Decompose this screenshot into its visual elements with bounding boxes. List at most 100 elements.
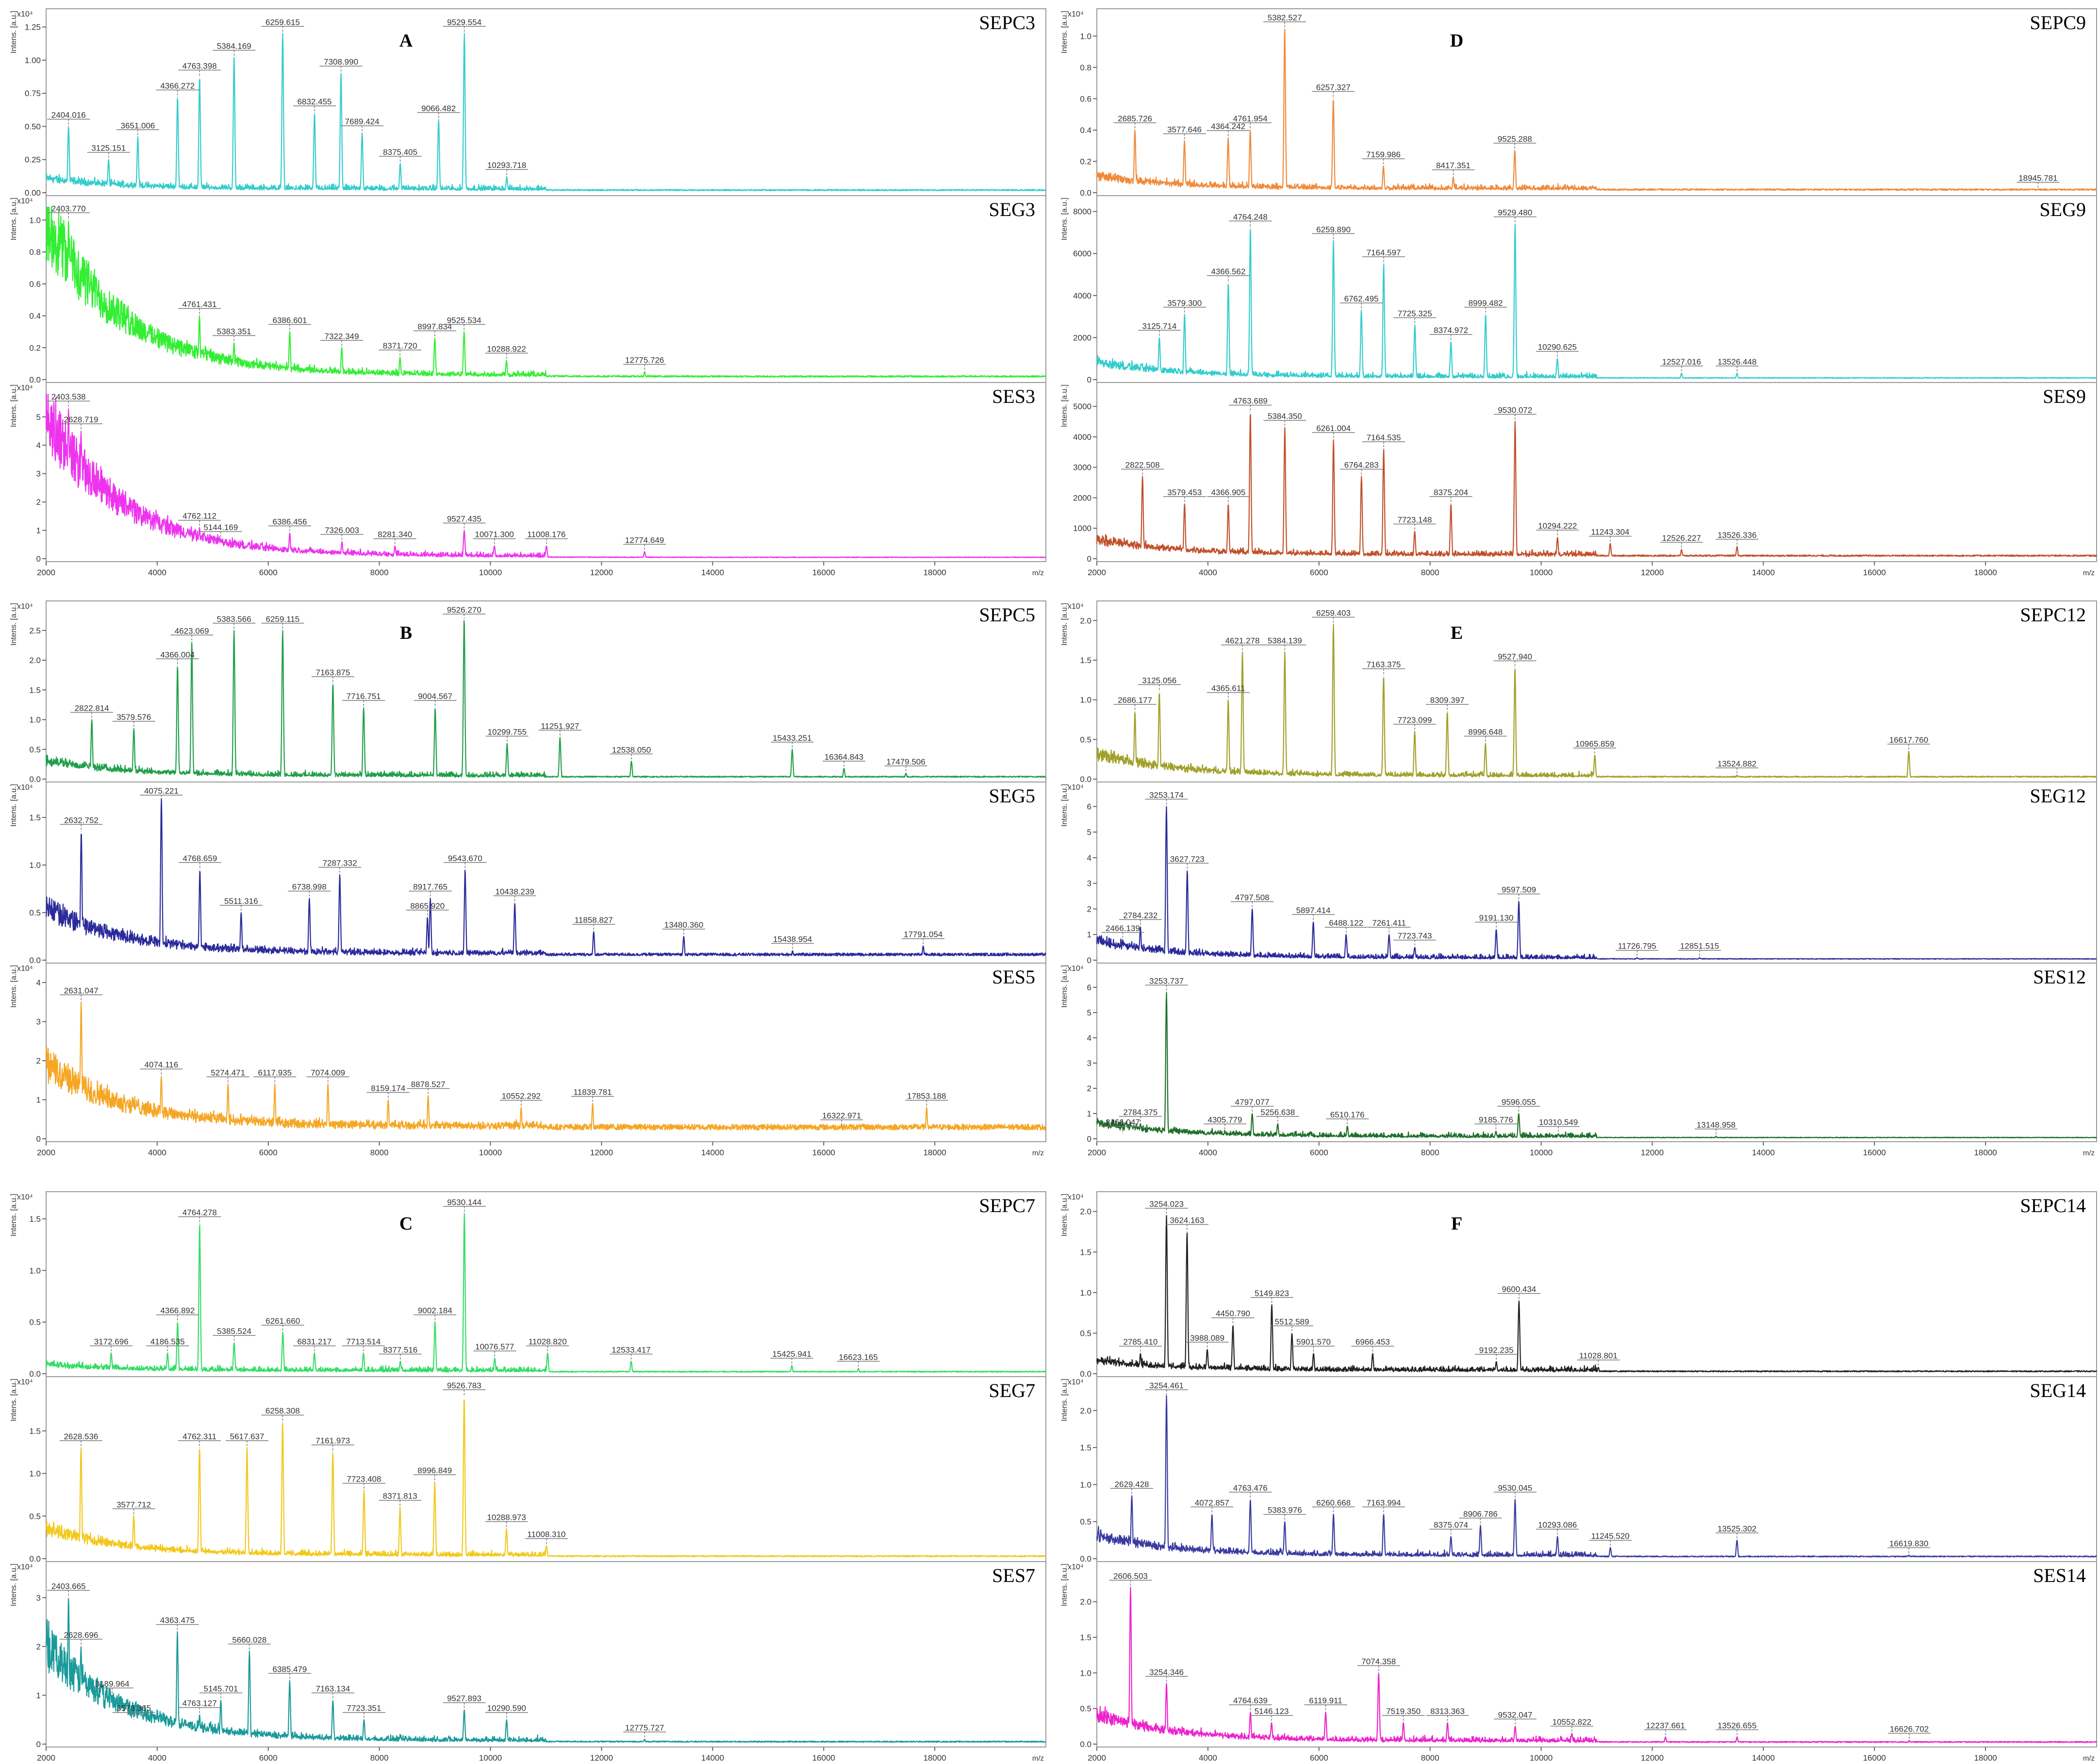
peak-label: 9525.534	[447, 316, 481, 325]
x-axis-unit: m/z	[1032, 1149, 1044, 1157]
y-tick-label: 4	[36, 978, 41, 987]
peak-label: 7723.743	[1398, 932, 1432, 941]
x-tick-label: 12000	[590, 568, 613, 577]
x-tick-label: 10000	[1530, 1148, 1553, 1157]
peak-label: 6764.283	[1344, 461, 1379, 470]
x-tick-label: 6000	[1310, 1753, 1328, 1763]
spectrum-trace	[45, 33, 1046, 191]
spectrum-name: SEG3	[989, 199, 1035, 220]
spectrum-panel-sepc3: 0.00 0.25 0.50 0.75 1.00 1.25 Intens. [a.u.]x1…	[10, 8, 1046, 198]
y-exponent: x10⁴	[17, 965, 33, 973]
y-tick-label: 3	[1087, 879, 1091, 888]
peak-label: 9527.940	[1498, 652, 1532, 661]
y-exponent: x10⁴	[1068, 1563, 1084, 1571]
y-tick-label: 1.0	[29, 1266, 41, 1275]
peak-label: 7725.325	[1398, 309, 1432, 318]
y-tick-label: 1.5	[29, 1215, 41, 1224]
peak-label: 4761.954	[1233, 114, 1268, 123]
peak-label: 2685.726	[1118, 114, 1152, 123]
peak-label: 3125.056	[1142, 676, 1176, 685]
spectrum-panel-seg12: 0 1 2 3 4 5 6 Intens. [a.u.]x10⁴ 2466.139 2784.23…	[1060, 782, 2097, 965]
peak-label: 13148.958	[1697, 1120, 1736, 1130]
spectrum-trace	[45, 206, 1046, 378]
peak-label: 6259.615	[265, 17, 300, 27]
peak-label: 9066.482	[421, 104, 456, 113]
y-axis-label: Intens. [a.u.]	[10, 384, 18, 427]
peak-label: 9527.893	[447, 1694, 481, 1703]
x-tick-label: 10000	[1530, 568, 1553, 577]
spectrum-name: SEPC3	[979, 12, 1035, 33]
peak-label: 12774.649	[625, 535, 664, 545]
peak-label: 4366.272	[160, 81, 195, 90]
y-tick-label: 3	[36, 469, 41, 479]
peak-label: 4763.689	[1233, 397, 1268, 406]
peak-label: 10293.718	[487, 161, 526, 170]
peak-label: 12533.417	[612, 1345, 650, 1354]
spectrum-panel-ses14: 0.0 0.5 1.0 1.5 2.0 Intens. [a.u.]x10⁴ 2000 400…	[1060, 1561, 2097, 1763]
peak-label: 9532.047	[1498, 1710, 1533, 1719]
y-tick-label: 0.5	[29, 1318, 41, 1327]
y-tick-label: 0.0	[1080, 1369, 1091, 1379]
panel-frame	[46, 195, 1046, 383]
x-tick-label: 14000	[1752, 568, 1775, 577]
peak-label: 5383.566	[217, 615, 251, 624]
peak-label: 4797.077	[1235, 1098, 1270, 1107]
y-axis-label: Intens. [a.u.]	[10, 1194, 18, 1236]
spectrum-name: SES5	[992, 966, 1035, 988]
spectrum-name: SEPC12	[2020, 604, 2086, 626]
peak-label: 9191.130	[1479, 914, 1514, 923]
x-tick-label: 12000	[1641, 1148, 1664, 1157]
panel-frame	[1096, 600, 2097, 782]
y-tick-label: 4000	[1073, 291, 1091, 300]
x-tick-label: 2000	[37, 1753, 55, 1763]
y-tick-label: 0.8	[29, 248, 41, 257]
peak-label: 8865.920	[410, 901, 445, 911]
peak-label: 6738.998	[292, 882, 327, 892]
peak-label: 4763.476	[1233, 1483, 1268, 1493]
y-tick-label: 4	[36, 441, 41, 450]
spectrum-trace	[45, 1213, 1046, 1373]
peak-label: 10288.973	[487, 1513, 526, 1522]
peak-label: 8313.363	[1430, 1707, 1465, 1716]
peak-label: 3189.964	[95, 1679, 130, 1688]
peak-label: 6119.911	[1309, 1696, 1342, 1705]
spectrum-panel-sepc9: 0.0 0.2 0.4 0.6 0.8 1.0 Intens. [a.u.]x10⁴ 2685…	[1060, 8, 2098, 198]
x-tick-label: 8000	[370, 1148, 389, 1157]
peak-label: 4762.311	[182, 1432, 216, 1441]
peak-label: 4366.905	[1211, 488, 1245, 497]
peak-label: 3624.163	[1170, 1216, 1204, 1225]
y-tick-label: 1000	[1073, 524, 1091, 533]
spectrum-panel-sepc14: 0.0 0.5 1.0 1.5 2.0 Intens. [a.u.]x10⁴ 2785.41…	[1060, 1191, 2097, 1379]
peak-label: 5384.169	[217, 41, 251, 50]
peak-label: 2784.232	[1123, 911, 1157, 920]
peak-label: 11028.801	[1579, 1351, 1618, 1361]
peak-label: 6831.217	[297, 1337, 331, 1346]
x-tick-label: 18000	[923, 1148, 946, 1157]
y-tick-label: 1.25	[25, 23, 41, 32]
spectrum-trace	[1096, 992, 2097, 1139]
peak-label: 4365.611	[1211, 684, 1245, 693]
y-axis-label: Intens. [a.u.]	[1060, 784, 1069, 827]
peak-label: 8996.648	[1468, 728, 1503, 737]
peak-label: 7723.351	[347, 1704, 381, 1713]
peak-label: 8375.204	[1434, 488, 1468, 497]
peak-label: 4762.112	[182, 512, 216, 521]
x-tick-label: 6000	[1310, 568, 1328, 577]
peak-label: 7723.408	[347, 1475, 381, 1484]
peak-label: 2628.696	[64, 1631, 98, 1640]
x-tick-label: 2000	[1088, 1148, 1106, 1157]
x-tick-label: 18000	[1974, 1753, 1997, 1763]
spectrum-panel-seg5: 0.0 0.5 1.0 1.5 Intens. [a.u.]x10⁴ 2632.752 40…	[10, 782, 1046, 965]
x-tick-label: 16000	[812, 1148, 835, 1157]
peak-label: 7159.986	[1366, 150, 1401, 159]
peak-label: 2466.139	[1106, 924, 1140, 933]
y-tick-label: 0.0	[29, 375, 41, 384]
y-tick-label: 0.4	[1080, 126, 1091, 135]
y-exponent: x10⁴	[17, 10, 33, 18]
peak-label: 15438.954	[773, 934, 812, 944]
peak-label: 3254.461	[1149, 1381, 1184, 1390]
panel-group-letter: D	[1450, 31, 1463, 51]
peak-label: 7163.375	[1366, 660, 1401, 669]
y-tick-label: 1.0	[1080, 1288, 1091, 1298]
spectrum-panel-seg14: 0.0 0.5 1.0 1.5 2.0 Intens. [a.u.]x10⁴ 2629.42…	[1060, 1376, 2097, 1564]
